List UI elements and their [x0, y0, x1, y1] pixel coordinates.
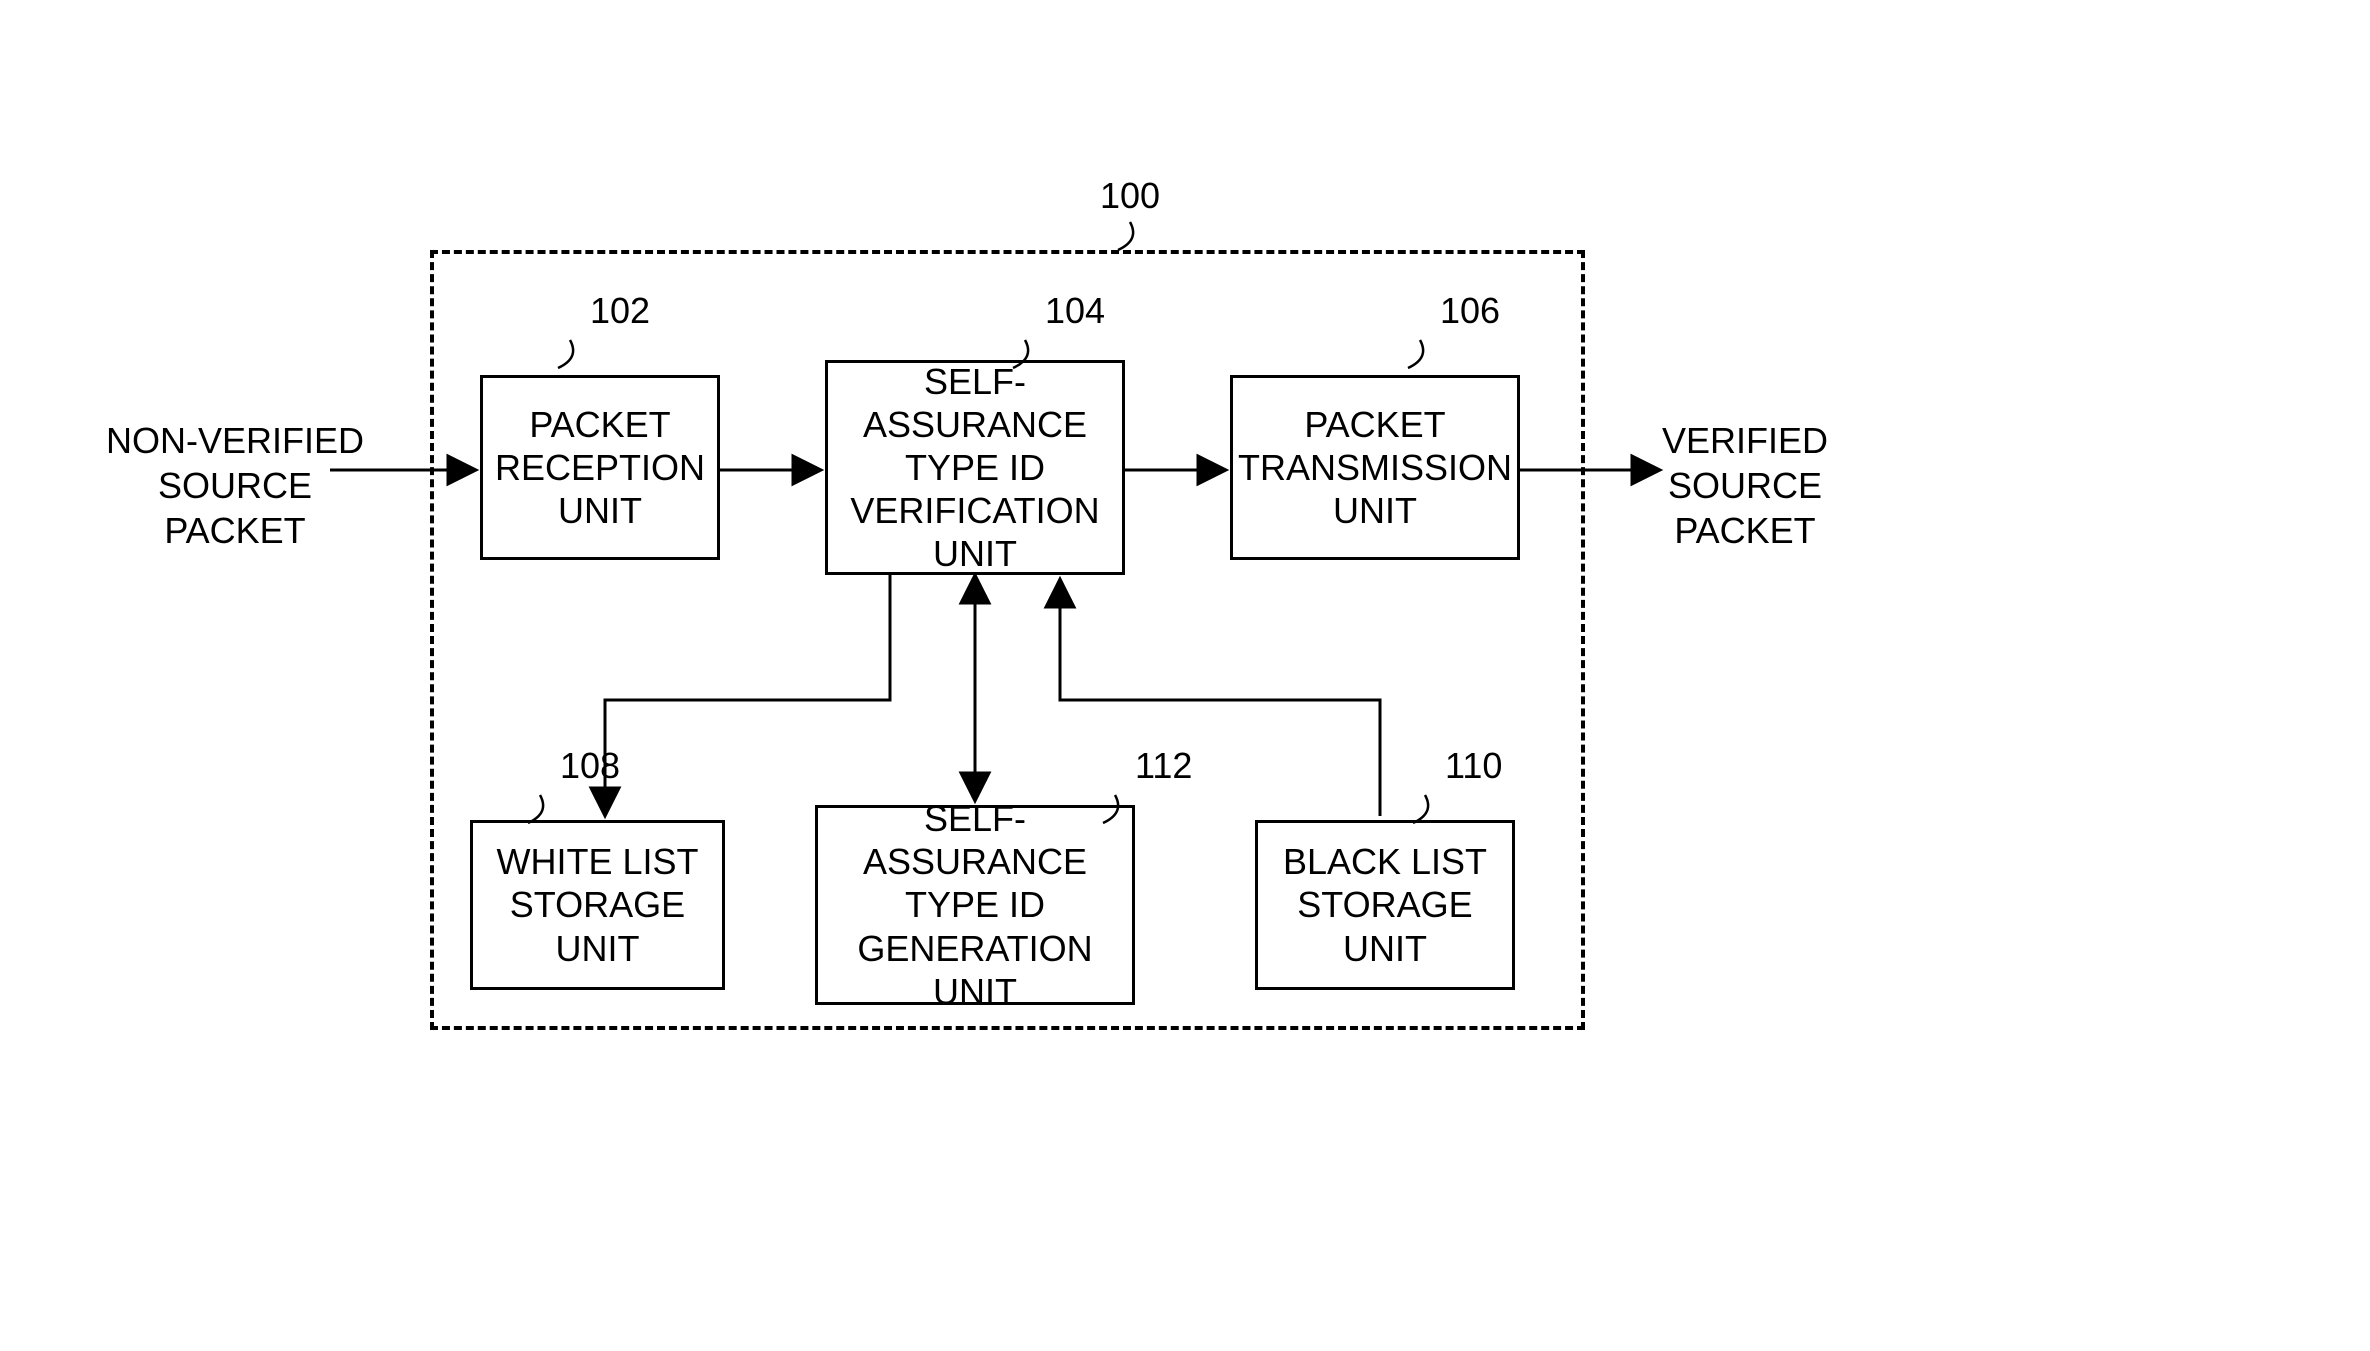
block-108: WHITE LIST STORAGE UNIT: [470, 820, 725, 990]
ref-106: 106: [1440, 290, 1500, 332]
block-label: WHITE LIST STORAGE UNIT: [496, 840, 698, 970]
block-102: PACKET RECEPTION UNIT: [480, 375, 720, 560]
ref-tick: [1118, 222, 1133, 250]
container-ref: 100: [1100, 175, 1160, 217]
block-104: SELF-ASSURANCE TYPE ID VERIFICATION UNIT: [825, 360, 1125, 575]
ref-112: 112: [1135, 745, 1192, 787]
input-label: NON-VERIFIED SOURCE PACKET: [75, 418, 395, 553]
block-label: PACKET RECEPTION UNIT: [495, 403, 705, 533]
block-label: SELF-ASSURANCE TYPE ID GENERATION UNIT: [818, 797, 1132, 1013]
block-label: SELF-ASSURANCE TYPE ID VERIFICATION UNIT: [828, 360, 1122, 576]
block-label: BLACK LIST STORAGE UNIT: [1283, 840, 1487, 970]
ref-108: 108: [560, 745, 620, 787]
block-106: PACKET TRANSMISSION UNIT: [1230, 375, 1520, 560]
ref-104: 104: [1045, 290, 1105, 332]
block-label: PACKET TRANSMISSION UNIT: [1238, 403, 1512, 533]
block-110: BLACK LIST STORAGE UNIT: [1255, 820, 1515, 990]
output-label: VERIFIED SOURCE PACKET: [1620, 418, 1870, 553]
ref-102: 102: [590, 290, 650, 332]
block-112: SELF-ASSURANCE TYPE ID GENERATION UNIT: [815, 805, 1135, 1005]
block-diagram: NON-VERIFIED SOURCE PACKET VERIFIED SOUR…: [0, 0, 2370, 1351]
ref-110: 110: [1445, 745, 1502, 787]
